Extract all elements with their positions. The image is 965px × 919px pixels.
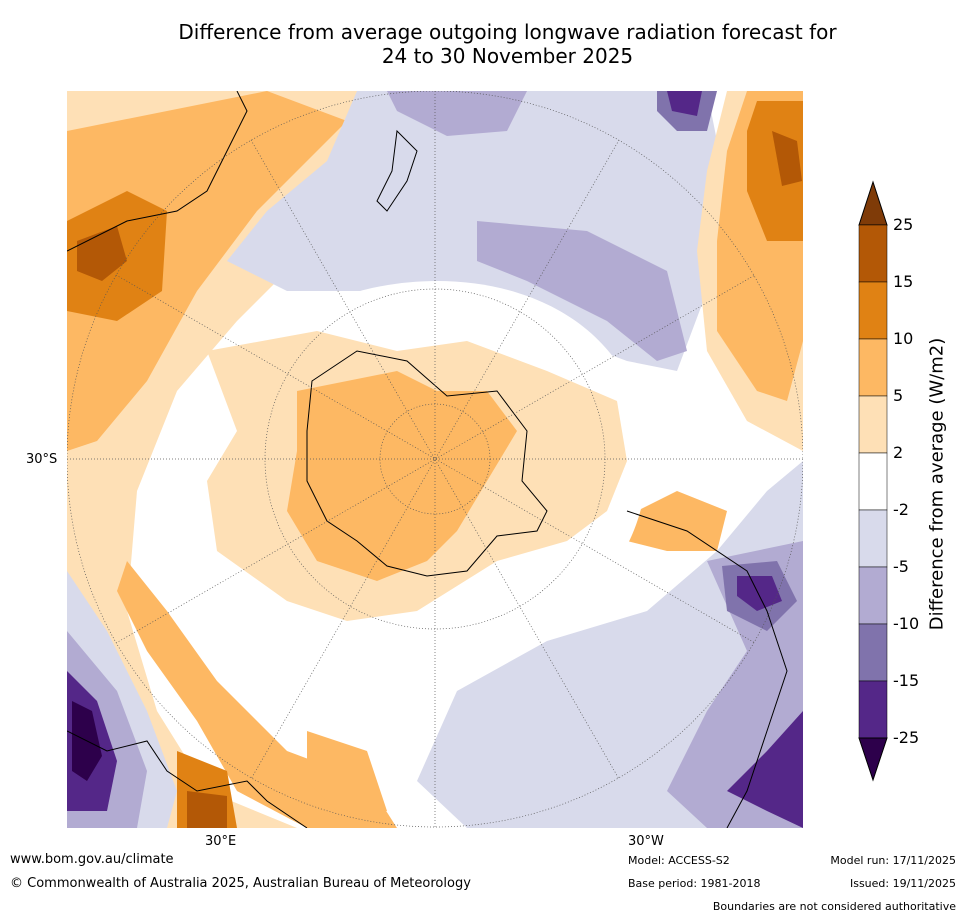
antarctica-coastline [306, 350, 548, 577]
very-strong-positive-anomaly-region [772, 131, 802, 186]
map-title-line-1: Difference from average outgoing longwav… [178, 20, 837, 44]
coastlines [67, 91, 788, 828]
strong-negative-anomaly-region [737, 576, 782, 611]
footer-website-link[interactable]: www.bom.gov.au/climate [10, 852, 174, 867]
australia-coastline [67, 91, 248, 252]
colorbar-title: Difference from average (W/m2) [926, 337, 948, 631]
footer-model: Model: ACCESS-S2 [628, 854, 730, 867]
colorbar-tick-label: 5 [893, 386, 904, 405]
colorbar-extension-bottom [858, 737, 888, 782]
colorbar-tick-label: -25 [893, 728, 920, 747]
map-title: Difference from average outgoing longwav… [0, 20, 965, 68]
footer-base-period: Base period: 1981-2018 [628, 877, 761, 890]
positive-anomaly-region [307, 731, 387, 811]
strong-negative-anomaly-region [727, 711, 803, 828]
new-zealand-coastline [376, 129, 418, 212]
footer-issued: Issued: 19/11/2025 [849, 877, 956, 890]
footer-model-run: Model run: 17/11/2025 [830, 854, 956, 867]
map-title-line-2: 24 to 30 November 2025 [381, 44, 634, 68]
longitude-label-30w: 30°W [628, 834, 664, 849]
anomaly-fields [67, 91, 803, 828]
footer-copyright: © Commonwealth of Australia 2025, Austra… [10, 876, 471, 891]
colorbar-tick-label: -2 [893, 500, 909, 519]
colorbar-segment [858, 623, 888, 682]
latitude-label-30s: 30°S [26, 452, 58, 467]
colorbar-segment [858, 452, 888, 511]
negative-anomaly-region [477, 221, 687, 361]
colorbar-segment [858, 281, 888, 340]
colorbar-segment [858, 338, 888, 397]
graticule [67, 91, 803, 828]
colorbar-segment [858, 566, 888, 625]
africa-coastline [67, 730, 308, 828]
colorbar-tick-label: 25 [893, 215, 914, 234]
footer-disclaimer: Boundaries are not considered authoritat… [712, 900, 956, 913]
strong-negative-anomaly-region [667, 91, 702, 116]
positive-anomaly-region [287, 371, 517, 581]
colorbar-segment [858, 224, 888, 283]
colorbar-tick-label: 15 [893, 272, 914, 291]
strong-positive-anomaly-region [747, 101, 803, 241]
longitude-label-30e: 30°E [205, 834, 237, 849]
colorbar-segment [858, 395, 888, 454]
positive-anomaly-region [617, 491, 727, 551]
south-america-coastline [626, 510, 788, 828]
colorbar-tick-label: -5 [893, 557, 909, 576]
positive-anomaly-region [67, 91, 347, 451]
colorbar-extension-top [858, 180, 888, 226]
colorbar-tick-label: 10 [893, 329, 914, 348]
colorbar-tick-label: -10 [893, 614, 920, 633]
colorbar-tick-label: -15 [893, 671, 920, 690]
negative-anomaly-region [387, 91, 527, 136]
very-strong-positive-anomaly-region [187, 791, 227, 828]
olr-anomaly-map[interactable] [67, 91, 803, 828]
colorbar-segment [858, 509, 888, 568]
colorbar-segment [858, 680, 888, 739]
colorbar [850, 180, 940, 790]
colorbar-tick-label: 2 [893, 443, 904, 462]
